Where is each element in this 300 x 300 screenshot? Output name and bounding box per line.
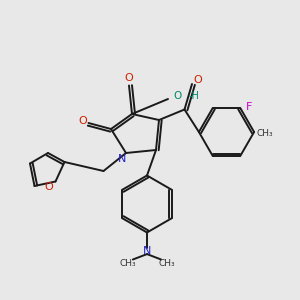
Text: O: O: [173, 91, 181, 101]
Text: N: N: [118, 154, 127, 164]
Text: N: N: [143, 245, 151, 256]
Text: O: O: [193, 75, 202, 85]
Text: O: O: [124, 73, 134, 83]
Text: CH₃: CH₃: [158, 260, 175, 268]
Text: F: F: [246, 102, 253, 112]
Text: O: O: [44, 182, 53, 192]
Text: CH₃: CH₃: [256, 129, 273, 138]
Text: CH₃: CH₃: [119, 260, 136, 268]
Text: -H: -H: [188, 91, 199, 101]
Text: O: O: [78, 116, 87, 126]
